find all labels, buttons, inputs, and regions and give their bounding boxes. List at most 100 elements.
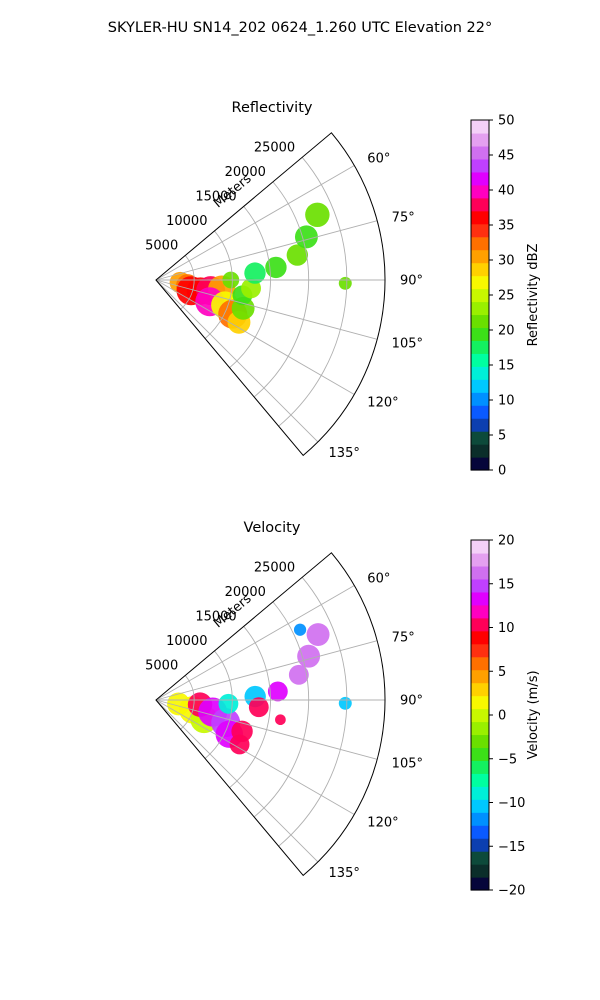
figure-suptitle: SKYLER-HU SN14_202 0624_1.260 UTC Elevat… <box>108 20 492 36</box>
echo-cell <box>267 681 288 702</box>
colorbar-segment <box>471 171 489 186</box>
colorbar-segment <box>471 799 489 813</box>
colorbar-label: Reflectivity dBZ <box>526 244 541 347</box>
colorbar-tick-label: 5 <box>498 665 506 680</box>
azimuth-tick-label: 60° <box>367 152 390 167</box>
colorbar-segment <box>471 366 489 380</box>
azimuth-tick-label: 135° <box>329 866 360 881</box>
colorbar-tick-label: 45 <box>498 149 515 164</box>
colorbar-segment <box>471 734 489 749</box>
colorbar-segment <box>471 747 489 761</box>
azimuth-tick-label: 90° <box>400 274 423 289</box>
colorbar-segment <box>471 851 489 865</box>
echo-field <box>167 623 352 755</box>
echo-cell <box>244 262 266 284</box>
radial-tick-label: 15000 <box>195 189 236 204</box>
colorbar-segment <box>471 669 489 684</box>
range-ring <box>278 577 348 847</box>
colorbar-segment <box>471 431 489 445</box>
colorbar-tick-label: 50 <box>498 114 515 129</box>
colorbar-segment <box>471 457 489 471</box>
colorbar-segment <box>471 721 489 736</box>
echo-cell <box>275 714 286 726</box>
echo-cell <box>218 693 239 714</box>
colorbar-tick-label: 30 <box>498 254 515 269</box>
colorbar-tick-label: 20 <box>498 324 515 339</box>
colorbar-segment <box>471 120 489 134</box>
colorbar-tick-label: 15 <box>498 359 515 374</box>
colorbar-segment <box>471 565 489 580</box>
radial-tick-label: 25000 <box>254 140 295 155</box>
colorbar-tick-label: −5 <box>498 752 517 767</box>
colorbar-segment <box>471 262 489 277</box>
panel-title: Reflectivity <box>232 100 313 116</box>
colorbar-tick-label: −15 <box>498 840 525 855</box>
colorbar-segment <box>471 591 489 606</box>
colorbar-segment <box>471 708 489 723</box>
colorbar-segment <box>471 236 489 251</box>
azimuth-tick-label: 120° <box>367 816 398 831</box>
azimuth-tick-label: 105° <box>392 757 423 772</box>
colorbar-segment <box>471 617 489 632</box>
colorbar-segment <box>471 197 489 212</box>
echo-cell <box>286 244 309 266</box>
radial-tick-label: 5000 <box>145 658 178 673</box>
azimuth-spoke <box>155 165 355 281</box>
echo-cell <box>305 202 330 228</box>
colorbar-segment <box>471 301 489 316</box>
reflectivity-panel: Reflectivity500010000150002000025000Mete… <box>145 100 541 479</box>
sector-frame <box>155 132 386 457</box>
echo-cell <box>248 697 269 718</box>
azimuth-spoke <box>155 699 378 760</box>
echo-cell <box>338 276 352 290</box>
colorbar-tick-label: 25 <box>498 289 515 304</box>
colorbar-segment <box>471 682 489 697</box>
range-ring <box>278 157 348 427</box>
echo-cell <box>293 623 307 636</box>
azimuth-tick-label: 120° <box>367 396 398 411</box>
colorbar-tick-label: 40 <box>498 184 515 199</box>
radial-tick-label: 10000 <box>166 214 207 229</box>
radial-tick-label: 10000 <box>166 634 207 649</box>
colorbar-segment <box>471 812 489 826</box>
azimuth-tick-label: 90° <box>400 694 423 709</box>
colorbar-segment <box>471 578 489 593</box>
azimuth-tick-label: 75° <box>392 210 415 225</box>
colorbar-segment <box>471 773 489 787</box>
colorbar-segment <box>471 552 489 567</box>
colorbar-segment <box>471 223 489 238</box>
radial-tick-label: 20000 <box>225 165 266 180</box>
colorbar-segment <box>471 379 489 393</box>
colorbar-segment <box>471 405 489 419</box>
colorbar-segment <box>471 838 489 852</box>
azimuth-spoke <box>155 640 378 701</box>
colorbar-segment <box>471 184 489 199</box>
range-ring <box>204 230 233 339</box>
echo-cell <box>306 623 330 646</box>
range-ring <box>253 601 310 818</box>
colorbar-segment <box>471 864 489 878</box>
range-ring <box>204 650 233 759</box>
colorbar-segment <box>471 249 489 264</box>
echo-cell <box>297 644 321 668</box>
colorbar-label: Velocity (m/s) <box>526 670 541 759</box>
range-ring <box>229 626 271 789</box>
colorbar-segment <box>471 760 489 774</box>
radial-tick-label: 20000 <box>225 585 266 600</box>
azimuth-spoke <box>155 279 378 340</box>
colorbar-segment <box>471 132 489 147</box>
radial-tick-label: 15000 <box>195 609 236 624</box>
colorbar-segment <box>471 392 489 406</box>
colorbar-segment <box>471 825 489 839</box>
colorbar-segment <box>471 145 489 160</box>
colorbar-segment <box>471 656 489 671</box>
colorbar-tick-label: 35 <box>498 219 515 234</box>
colorbar-segment <box>471 877 489 891</box>
colorbar-segment <box>471 314 489 329</box>
azimuth-spoke <box>155 220 378 281</box>
azimuth-tick-label: 105° <box>392 337 423 352</box>
echo-field <box>169 202 352 334</box>
colorbar-segment <box>471 786 489 800</box>
